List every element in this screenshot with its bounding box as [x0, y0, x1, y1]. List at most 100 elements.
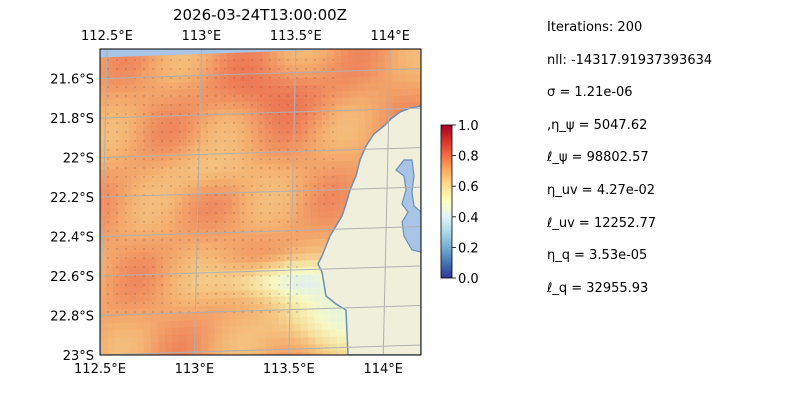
heatmap-cell	[176, 250, 185, 259]
heatmap-cell	[164, 111, 173, 119]
vector-dot	[278, 104, 280, 106]
heatmap-cell	[268, 233, 277, 242]
vector-dot	[251, 77, 253, 79]
heatmap-cell	[260, 198, 269, 207]
heatmap-cell	[193, 320, 201, 328]
heatmap-cell	[277, 289, 286, 297]
heatmap-cell	[218, 221, 227, 229]
heatmap-cell	[164, 314, 173, 322]
heatmap-cell	[158, 139, 166, 147]
vector-dot	[143, 239, 145, 241]
heatmap-cell	[304, 218, 312, 226]
heatmap-cell	[241, 73, 250, 81]
heatmap-cell	[212, 53, 221, 61]
vector-dot	[116, 194, 118, 196]
heatmap-cell	[329, 133, 338, 141]
heatmap-cell	[200, 333, 209, 342]
vector-dot	[224, 239, 226, 241]
heatmap-cell	[291, 50, 299, 59]
heatmap-cell	[102, 176, 111, 184]
heatmap-cell	[211, 228, 220, 237]
heatmap-cell	[349, 97, 358, 106]
vector-dot	[242, 266, 244, 268]
vector-dot	[224, 59, 226, 61]
heatmap-cell	[229, 136, 238, 145]
vector-dot	[233, 230, 235, 232]
heatmap-cell	[197, 228, 205, 237]
vector-dot	[296, 212, 298, 214]
vector-dot	[296, 293, 298, 295]
vector-dot	[179, 257, 181, 259]
heatmap-cell	[256, 86, 265, 95]
heatmap-cell	[324, 189, 333, 198]
vector-dot	[215, 167, 217, 169]
heatmap-cell	[100, 190, 104, 199]
vector-dot	[224, 95, 226, 97]
vector-dot	[206, 158, 208, 160]
heatmap-cell	[242, 290, 250, 299]
heatmap-cell	[122, 336, 130, 345]
vector-dot	[107, 176, 109, 178]
heatmap-cell	[105, 71, 114, 79]
heatmap-cell	[262, 268, 271, 277]
heatmap-cell	[241, 80, 250, 88]
vector-dot	[224, 284, 226, 286]
heatmap-cell	[149, 104, 158, 113]
vector-dot	[197, 77, 199, 79]
vector-dot	[278, 284, 280, 286]
heatmap-cell	[277, 275, 286, 283]
vector-dot	[287, 176, 289, 178]
vector-dot	[269, 266, 271, 268]
heatmap-cell	[106, 302, 115, 310]
vector-dot	[143, 248, 145, 250]
heatmap-cell	[146, 216, 155, 225]
heatmap-cell	[134, 77, 143, 85]
heatmap-cell	[398, 60, 407, 69]
heatmap-cell	[333, 49, 342, 57]
heatmap-cell	[256, 79, 265, 88]
vector-dot	[161, 239, 163, 241]
heatmap-cell	[105, 267, 114, 275]
heatmap-cell	[222, 333, 230, 341]
vector-dot	[107, 239, 109, 241]
heatmap-cell	[200, 312, 208, 321]
heatmap-cell	[215, 340, 224, 349]
heatmap-cell	[265, 128, 273, 137]
heatmap-cell	[229, 143, 238, 152]
heatmap-cell	[392, 82, 401, 90]
vector-dot	[251, 266, 253, 268]
heatmap-cell	[236, 115, 244, 124]
heatmap-cell	[135, 315, 144, 323]
heatmap-cell	[179, 131, 188, 140]
heatmap-cell	[293, 323, 302, 332]
heatmap-cell	[155, 265, 164, 274]
vector-dot	[287, 113, 289, 115]
x-tick-label-top: 112.5°E	[81, 29, 133, 44]
heatmap-cell	[289, 218, 298, 227]
heatmap-cell	[211, 235, 220, 244]
heatmap-cell	[133, 259, 142, 267]
heatmap-cell	[386, 110, 394, 118]
vector-dot	[278, 185, 280, 187]
vector-dot	[269, 95, 271, 97]
heatmap-cell	[255, 275, 264, 284]
heatmap-cell	[316, 175, 325, 184]
vector-dot	[197, 59, 199, 61]
heatmap-cell	[258, 352, 267, 355]
heatmap-cell	[200, 116, 209, 125]
vector-dot	[251, 167, 253, 169]
vector-dot	[206, 140, 208, 142]
heatmap-cell	[184, 285, 193, 294]
heatmap-cell	[149, 286, 157, 295]
heatmap-cell	[238, 185, 247, 194]
heatmap-cell	[277, 79, 286, 87]
vector-dot	[170, 239, 172, 241]
heatmap-cell	[279, 135, 288, 143]
vector-dot	[251, 284, 253, 286]
heatmap-cell	[122, 154, 131, 163]
heatmap-cell	[203, 221, 212, 230]
vector-dot	[260, 122, 262, 124]
heatmap-cell	[241, 66, 250, 74]
heatmap-cell	[267, 205, 276, 214]
heatmap-cell	[193, 334, 202, 342]
